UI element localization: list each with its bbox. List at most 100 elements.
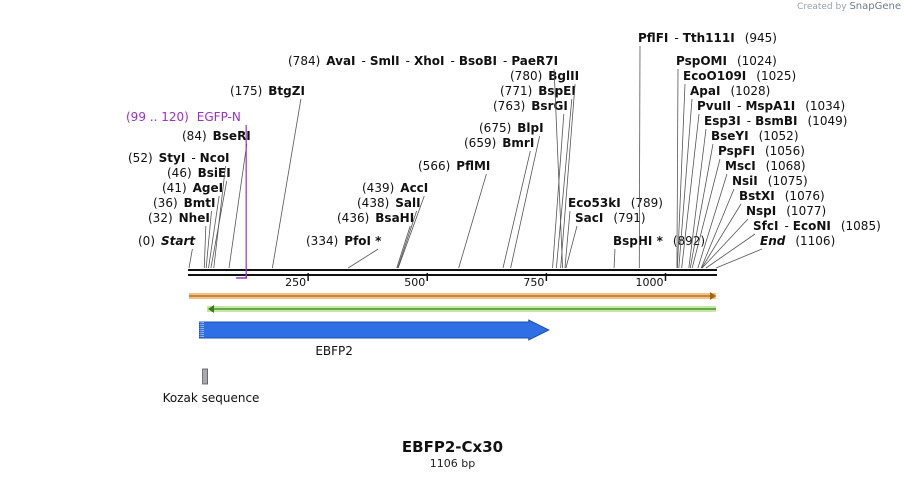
enzyme-site-pvuii[interactable]: PvuII - MspA1I (1034) xyxy=(681,99,845,269)
enzyme-site-bmri[interactable]: (659) BmrI xyxy=(464,136,534,269)
enzyme-name: Eco53kI xyxy=(568,196,621,210)
enzyme-site-sali[interactable]: (438) SalI xyxy=(357,196,421,269)
enzyme-position: (566) xyxy=(418,159,450,173)
enzyme-leader xyxy=(705,233,756,269)
enzyme-leader xyxy=(678,98,693,269)
enzyme-label: (675) BlpI xyxy=(479,121,544,135)
enzyme-position: (763) xyxy=(493,99,525,113)
enzyme-label: NsiI (1075) xyxy=(732,174,808,188)
enzyme-site-bstxi[interactable]: BstXI (1076) xyxy=(701,189,825,269)
ruler-tick: 250 xyxy=(285,273,309,289)
feature-ebfp2[interactable]: EBFP2 xyxy=(198,319,550,358)
enzyme-site-bsahi[interactable]: (436) BsaHI xyxy=(337,211,414,269)
ruler-tick-label: 500 xyxy=(404,276,425,289)
enzyme-site-nhei[interactable]: (32) NheI xyxy=(148,211,210,269)
enzyme-site-bmti[interactable]: (36) BmtI xyxy=(153,196,216,269)
enzyme-label: SfcI - EcoNI (1085) xyxy=(753,219,881,233)
enzyme-name: BsaHI xyxy=(375,211,414,225)
enzyme-name: Tth111I xyxy=(683,31,735,45)
enzyme-site-pflfi[interactable]: PflFI - Tth111I (945) xyxy=(638,31,777,269)
reverse-strand-arrowhead xyxy=(208,305,214,313)
enzyme-leader xyxy=(552,113,565,269)
enzyme-leader xyxy=(689,143,714,269)
enzyme-label: NspI (1077) xyxy=(746,204,826,218)
enzyme-site-btgzi[interactable]: (175) BtgZI xyxy=(230,84,305,269)
enzyme-leader xyxy=(676,68,679,269)
primer-egfp-n[interactable]: (99 .. 120) EGFP-N xyxy=(126,110,247,279)
enzyme-position: (1075) xyxy=(768,174,808,188)
enzyme-name: XhoI xyxy=(414,54,445,68)
primer-name: EGFP-N xyxy=(197,110,241,124)
enzyme-site-msci[interactable]: MscI (1068) xyxy=(697,159,806,269)
enzyme-site-ecoo109i[interactable]: EcoO109I (1025) xyxy=(677,69,796,269)
enzyme-leader xyxy=(347,248,379,269)
enzyme-site-styi-ncoi[interactable]: (52) StyI - NcoI xyxy=(128,151,230,269)
enzyme-separator: - xyxy=(784,219,788,233)
enzyme-leader xyxy=(565,225,578,269)
enzyme-label: PflFI - Tth111I (945) xyxy=(638,31,777,45)
enzyme-site-bglii[interactable]: (780) BglII xyxy=(510,69,579,269)
enzyme-name: BsiEI xyxy=(198,166,231,180)
enzyme-leader xyxy=(205,210,212,269)
enzyme-site-bspei[interactable]: (771) BspEI xyxy=(500,84,576,269)
enzyme-separator: - xyxy=(450,54,454,68)
enzyme-name: MspA1I xyxy=(745,99,795,113)
forward-strand-bar xyxy=(189,292,716,300)
enzyme-position: (1034) xyxy=(805,99,845,113)
enzyme-position: (784) xyxy=(288,54,320,68)
ruler-tick: 500 xyxy=(404,273,428,289)
enzyme-name: BmtI xyxy=(184,196,216,210)
enzyme-position: (789) xyxy=(631,196,663,210)
reverse-strand-bar xyxy=(207,305,716,313)
enzyme-leader xyxy=(203,225,207,269)
enzyme-position: (945) xyxy=(745,31,777,45)
enzyme-site-apai[interactable]: ApaI (1028) xyxy=(678,84,771,269)
enzyme-site-bseri[interactable]: (84) BseRI xyxy=(182,129,251,269)
enzyme-label: BseYI (1052) xyxy=(711,129,799,143)
enzyme-site-sfci[interactable]: SfcI - EcoNI (1085) xyxy=(705,219,881,269)
enzyme-label: (46) BsiEI xyxy=(167,166,231,180)
enzyme-site-nsii[interactable]: NsiI (1075) xyxy=(700,174,808,269)
enzyme-site-nspi[interactable]: NspI (1077) xyxy=(701,204,826,269)
enzyme-position: (1106) xyxy=(795,234,835,248)
enzyme-label: (763) BsrGI xyxy=(493,99,568,113)
enzyme-label: (439) AccI xyxy=(362,181,428,195)
enzyme-label: (659) BmrI xyxy=(464,136,534,150)
enzyme-site-esp3i[interactable]: Esp3I - BsmBI (1049) xyxy=(688,114,848,269)
enzyme-position: (41) xyxy=(162,181,187,195)
enzyme-separator: - xyxy=(747,114,751,128)
enzyme-site-bseyi[interactable]: BseYI (1052) xyxy=(689,129,799,269)
enzyme-site-eco53ki[interactable]: Eco53kI (789) xyxy=(564,196,663,269)
enzyme-name: BsmBI xyxy=(755,114,797,128)
enzyme-leader xyxy=(700,188,735,269)
enzyme-site-end[interactable]: End (1106) xyxy=(715,234,835,269)
enzyme-name: BlpI xyxy=(517,121,543,135)
enzyme-site-bsrgi[interactable]: (763) BsrGI xyxy=(493,99,568,269)
enzyme-site-acci[interactable]: (439) AccI xyxy=(362,181,428,269)
enzyme-site-agei[interactable]: (41) AgeI xyxy=(162,181,223,269)
enzyme-site-pspomi[interactable]: PspOMI (1024) xyxy=(676,54,777,269)
enzyme-label: (771) BspEI xyxy=(500,84,576,98)
enzyme-site-pspfi[interactable]: PspFI (1056) xyxy=(691,144,805,269)
enzyme-position: (436) xyxy=(337,211,369,225)
enzyme-position: (36) xyxy=(153,196,178,210)
enzyme-site-saci[interactable]: SacI (791) xyxy=(565,211,646,269)
enzyme-separator: - xyxy=(191,151,195,165)
enzyme-site-pflmi[interactable]: (566) PflMI xyxy=(418,159,490,269)
enzyme-name: MscI xyxy=(725,159,756,173)
enzyme-position: (84) xyxy=(182,129,207,143)
enzyme-site-pfoi[interactable]: (334) PfoI * xyxy=(306,234,382,269)
enzyme-name: PflMI xyxy=(456,159,490,173)
enzyme-site-avai-group[interactable]: (784) AvaI - SmlI - XhoI - BsoBI - PaeR7I xyxy=(288,54,563,269)
enzyme-position: (1052) xyxy=(759,129,799,143)
brand-prefix: Created by xyxy=(797,2,847,12)
enzyme-site-blpi[interactable]: (675) BlpI xyxy=(479,121,544,269)
enzyme-position: (1056) xyxy=(765,144,805,158)
enzyme-label: (84) BseRI xyxy=(182,129,251,143)
feature-kozak[interactable]: Kozak sequence xyxy=(163,368,260,405)
enzyme-leader xyxy=(697,173,728,269)
enzyme-site-start[interactable]: (0) Start xyxy=(138,234,196,269)
primer-range: (99 .. 120) xyxy=(126,110,189,124)
enzyme-label: SacI (791) xyxy=(575,211,646,225)
